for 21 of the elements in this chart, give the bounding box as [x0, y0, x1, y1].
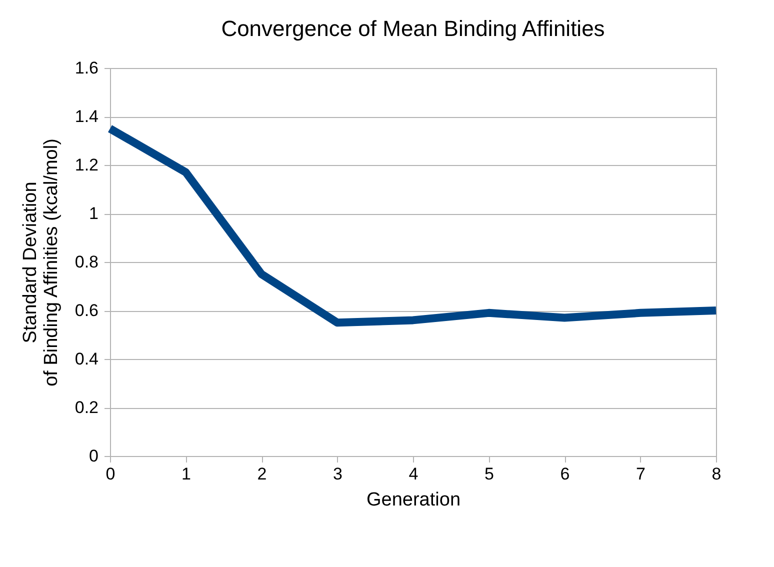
- y-tick-label: 0.6: [74, 301, 98, 320]
- y-tick-label: 0.2: [74, 398, 98, 417]
- y-tick-label: 1.2: [74, 156, 98, 174]
- x-tick-label: 8: [712, 464, 722, 484]
- x-tick-label: 2: [257, 464, 267, 484]
- x-tick-label: 4: [408, 464, 418, 484]
- y-tick-label: 0.8: [74, 252, 98, 272]
- x-tick-label: 6: [560, 464, 570, 484]
- x-tick-label: 0: [106, 464, 116, 484]
- x-tick-label: 3: [333, 464, 342, 484]
- y-tick-label: 1: [89, 204, 98, 223]
- x-tick-label: 1: [182, 464, 191, 484]
- x-axis-title: Generation: [366, 490, 461, 510]
- y-tick-label: 0: [89, 446, 98, 466]
- y-tick-label: 0.4: [74, 350, 98, 368]
- x-tick-label: 5: [484, 464, 494, 484]
- x-tick-label: 7: [636, 464, 646, 484]
- y-tick-label: 1.4: [74, 107, 98, 126]
- y-tick-label: 1.6: [74, 58, 98, 78]
- chart-title: Convergence of Mean Binding Affinities: [221, 16, 605, 41]
- y-axis-title: Standard Deviation of Binding Affinities (kcal/mol): [20, 138, 62, 386]
